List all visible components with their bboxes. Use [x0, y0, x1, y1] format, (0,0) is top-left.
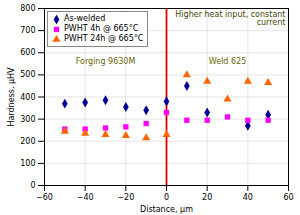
- svg-text:Hardness, μHV: Hardness, μHV: [7, 67, 16, 127]
- svg-text:0: 0: [30, 181, 35, 190]
- svg-text:100: 100: [20, 159, 35, 168]
- html-text:PWHT 4h @ 665°C: PWHT 4h @ 665°C: [64, 24, 139, 33]
- svg-text:600: 600: [20, 48, 35, 57]
- svg-text:Higher heat input, constantcur: Higher heat input, constantcurrent: [175, 10, 285, 27]
- svg-text:40: 40: [243, 193, 253, 202]
- svg-text:Distance, μm: Distance, μm: [140, 205, 193, 214]
- svg-text:−40: −40: [77, 193, 94, 202]
- html-text:As-welded: As-welded: [64, 14, 106, 23]
- svg-text:Forging 9630M: Forging 9630M: [76, 57, 136, 66]
- svg-text:500: 500: [20, 70, 35, 79]
- html-text:PWHT 24h @ 665°C: PWHT 24h @ 665°C: [64, 34, 144, 43]
- svg-text:400: 400: [20, 93, 35, 102]
- svg-text:700: 700: [20, 26, 35, 35]
- svg-text:800: 800: [20, 4, 35, 13]
- svg-text:0: 0: [164, 193, 169, 202]
- svg-text:60: 60: [283, 193, 293, 202]
- svg-text:−20: −20: [117, 193, 134, 202]
- svg-text:300: 300: [20, 115, 35, 124]
- svg-text:200: 200: [20, 137, 35, 146]
- svg-text:20: 20: [202, 193, 212, 202]
- svg-text:−60: −60: [36, 193, 53, 202]
- svg-text:Weld 625: Weld 625: [209, 57, 246, 66]
